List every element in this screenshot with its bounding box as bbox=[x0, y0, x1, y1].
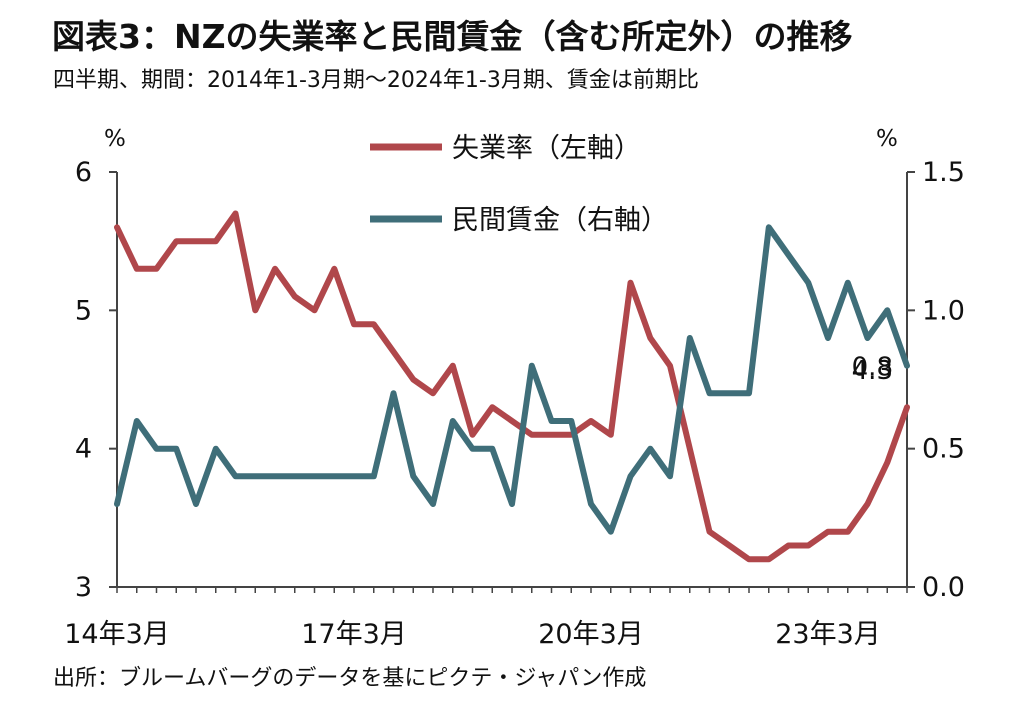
right-tick-label: 0.0 bbox=[922, 572, 965, 603]
left-tick-label: 6 bbox=[75, 157, 92, 188]
legend-label-unemployment: 失業率（左軸） bbox=[452, 133, 641, 164]
left-tick-label: 5 bbox=[75, 295, 92, 326]
right-tick-label: 1.0 bbox=[922, 295, 965, 326]
right-tick-label: 0.5 bbox=[922, 434, 965, 465]
x-tick-label: 23年3月 bbox=[775, 619, 881, 650]
chart-subtitle: 四半期、期間：2014年1-3月期～2024年1-3月期、賃金は前期比 bbox=[53, 68, 699, 93]
x-tick-label: 14年3月 bbox=[64, 619, 170, 650]
left-tick-label: 3 bbox=[75, 572, 92, 603]
legend-label-wage: 民間賃金（右軸） bbox=[452, 205, 668, 236]
unemployment-rate-line bbox=[114, 210, 910, 563]
right-axis-unit: % bbox=[876, 126, 898, 152]
private-wage-line bbox=[114, 224, 910, 535]
left-axis-unit: % bbox=[104, 126, 126, 152]
source-note: 出所：ブルームバーグのデータを基にピクテ・ジャパン作成 bbox=[53, 666, 647, 691]
left-tick-label: 4 bbox=[75, 434, 92, 465]
x-tick-label: 20年3月 bbox=[538, 619, 644, 650]
right-tick-label: 1.5 bbox=[922, 157, 965, 188]
chart-title: 図表3：NZの失業率と民間賃金（含む所定外）の推移 bbox=[52, 17, 853, 56]
x-tick-label: 17年3月 bbox=[301, 619, 407, 650]
wage-end-label: 0.8 bbox=[852, 353, 893, 383]
unemployment-end-label: 4.3 bbox=[852, 356, 893, 386]
